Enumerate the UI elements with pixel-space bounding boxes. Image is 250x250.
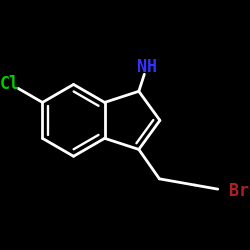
Text: NH: NH [137,58,157,76]
Text: Cl: Cl [0,74,20,92]
Text: Br: Br [229,182,249,200]
